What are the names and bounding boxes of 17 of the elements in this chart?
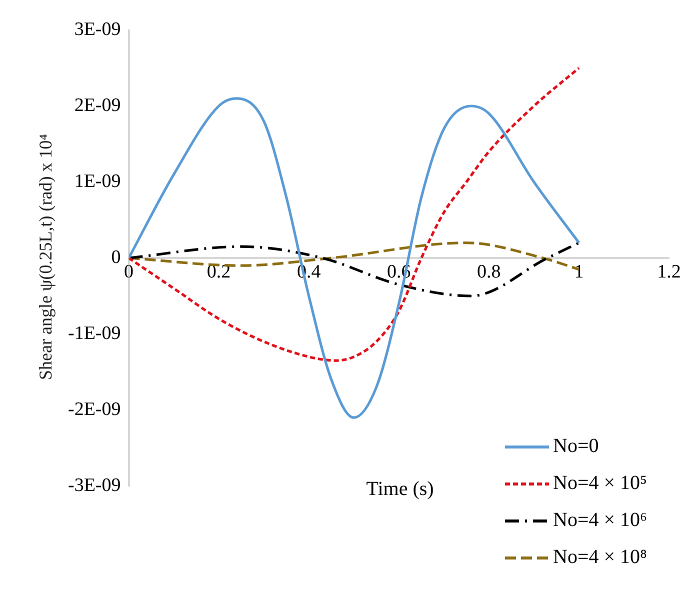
x-axis-title: Time (s) bbox=[366, 478, 434, 501]
legend-label: No=4 × 10⁵ bbox=[553, 472, 647, 495]
y-axis-title: Shear angle ψ(0.25L,t) (rad) x 10⁴ bbox=[36, 134, 56, 380]
legend-label: No=0 bbox=[553, 435, 599, 458]
y-tick-label: 1E-09 bbox=[74, 170, 121, 192]
x-tick-label: 0 bbox=[124, 261, 134, 282]
y-tick-label: 0 bbox=[111, 246, 121, 268]
legend-label: No=4 × 10⁶ bbox=[553, 509, 647, 532]
y-tick-label: -1E-09 bbox=[68, 322, 121, 344]
y-tick-label: 2E-09 bbox=[74, 94, 121, 116]
y-tick-label: -2E-09 bbox=[68, 398, 121, 420]
y-tick-label: 3E-09 bbox=[74, 18, 121, 40]
y-tick-label: -3E-09 bbox=[68, 474, 121, 496]
legend-label: No=4 × 10⁸ bbox=[553, 546, 647, 569]
x-tick-label: 1.2 bbox=[657, 261, 681, 282]
x-tick-label: 1 bbox=[574, 261, 584, 282]
x-tick-label: 0.8 bbox=[477, 261, 501, 282]
